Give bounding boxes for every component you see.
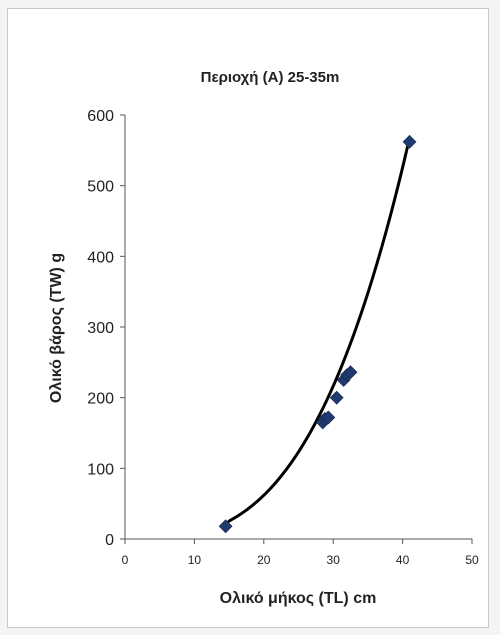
- x-tick-label: 30: [327, 553, 341, 567]
- trendline: [227, 136, 412, 523]
- x-axis-title: Ολικό μήκος (TL) cm: [220, 590, 377, 607]
- chart-title: Περιοχή (A) 25-35m: [201, 69, 340, 86]
- points-group: [218, 134, 417, 534]
- data-point: [321, 410, 336, 425]
- x-tick-label: 40: [396, 553, 410, 567]
- y-tick-label: 200: [87, 391, 114, 408]
- x-tick-label: 20: [257, 553, 271, 567]
- y-tick-label: 0: [105, 532, 114, 549]
- x-tick-label: 10: [188, 553, 202, 567]
- y-tick-label: 600: [87, 108, 114, 125]
- trendline-group: [227, 136, 412, 523]
- data-point: [329, 390, 344, 405]
- data-point: [402, 134, 417, 149]
- axes: 0 100 200 300 400 500 600 0 10 20 30 40 50: [87, 108, 479, 567]
- data-point: [343, 365, 358, 380]
- data-point: [218, 519, 233, 534]
- x-tick-label: 50: [465, 553, 479, 567]
- y-tick-label: 400: [87, 249, 114, 266]
- y-tick-label: 500: [87, 179, 114, 196]
- chart-frame: [7, 8, 489, 628]
- y-tick-label: 100: [87, 461, 114, 478]
- y-tick-label: 300: [87, 320, 114, 337]
- y-axis-title: Ολικό βάρος (TW) g: [48, 253, 65, 403]
- x-tick-label: 0: [122, 553, 129, 567]
